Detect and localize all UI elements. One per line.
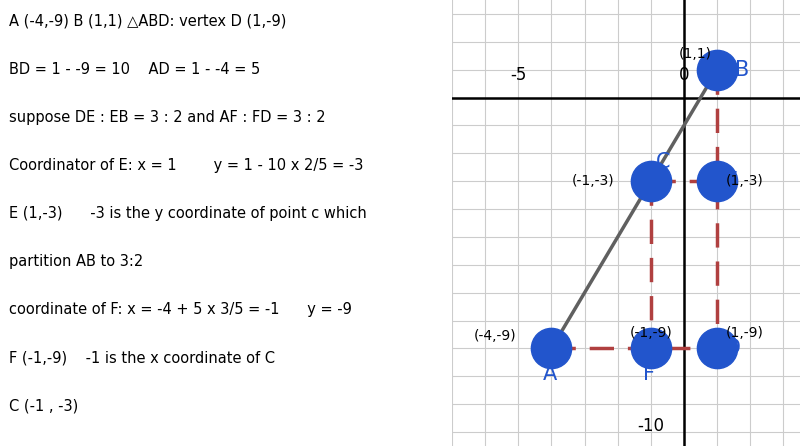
Text: -5: -5	[510, 66, 526, 84]
Text: A: A	[542, 363, 557, 384]
Text: BD = 1 - -9 = 10    AD = 1 - -4 = 5: BD = 1 - -9 = 10 AD = 1 - -4 = 5	[9, 62, 260, 77]
Text: E (1,-3)      -3 is the y coordinate of point c which: E (1,-3) -3 is the y coordinate of point…	[9, 206, 366, 221]
Text: A (-4,-9) B (1,1) △ABD: vertex D (1,-9): A (-4,-9) B (1,1) △ABD: vertex D (1,-9)	[9, 13, 286, 29]
Point	[710, 345, 723, 352]
Point	[645, 178, 658, 185]
Text: D: D	[726, 339, 742, 359]
Text: -10: -10	[638, 417, 664, 435]
Text: (1,1): (1,1)	[679, 47, 712, 62]
Text: coordinate of F: x = -4 + 5 x 3/5 = -1      y = -9: coordinate of F: x = -4 + 5 x 3/5 = -1 y…	[9, 302, 352, 318]
Text: (-1,-3): (-1,-3)	[572, 174, 614, 188]
Text: (1,-9): (1,-9)	[726, 326, 763, 340]
Text: E: E	[726, 171, 738, 191]
Text: C: C	[656, 152, 670, 172]
Point	[710, 178, 723, 185]
Text: (1,-3): (1,-3)	[726, 174, 763, 188]
Point	[710, 66, 723, 73]
Text: partition AB to 3:2: partition AB to 3:2	[9, 254, 143, 269]
Text: Coordinator of E: x = 1        y = 1 - 10 x 2/5 = -3: Coordinator of E: x = 1 y = 1 - 10 x 2/5…	[9, 158, 363, 173]
Text: F: F	[643, 363, 655, 384]
Text: (-4,-9): (-4,-9)	[474, 329, 517, 343]
Text: 0: 0	[678, 66, 690, 84]
Text: F (-1,-9)    -1 is the x coordinate of C: F (-1,-9) -1 is the x coordinate of C	[9, 351, 275, 366]
Text: C (-1 , -3): C (-1 , -3)	[9, 399, 78, 414]
Text: B: B	[735, 60, 750, 80]
Point	[645, 345, 658, 352]
Text: suppose DE : EB = 3 : 2 and AF : FD = 3 : 2: suppose DE : EB = 3 : 2 and AF : FD = 3 …	[9, 110, 326, 125]
Text: (-1,-9): (-1,-9)	[630, 326, 672, 340]
Point	[545, 345, 558, 352]
